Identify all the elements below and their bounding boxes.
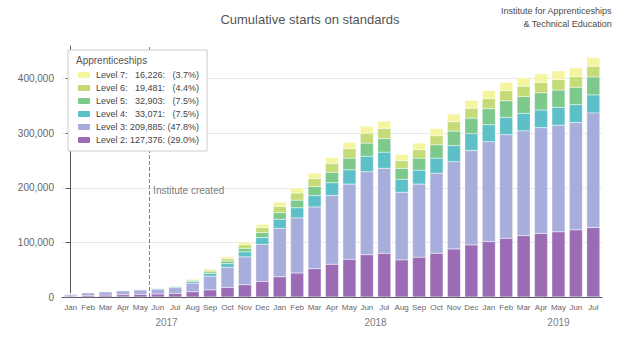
svg-text:Jul: Jul [170,303,180,312]
svg-text:200,000: 200,000 [18,182,55,193]
svg-text:Level 5: 32,903: (7.5%): Level 5: 32,903: (7.5%) [96,96,199,106]
svg-text:Level 4: 33,071: (7.5%): Level 4: 33,071: (7.5%) [96,109,199,119]
svg-text:Apr: Apr [117,303,130,312]
svg-text:0: 0 [48,292,54,303]
svg-text:Apr: Apr [535,303,548,312]
svg-text:Dec: Dec [255,303,269,312]
svg-text:May: May [342,303,357,312]
svg-text:Jul: Jul [588,303,598,312]
svg-text:Oct: Oct [221,303,234,312]
svg-text:Jan: Jan [64,303,77,312]
svg-text:Institute created: Institute created [153,185,224,196]
svg-text:2017: 2017 [155,317,178,328]
svg-text:2019: 2019 [547,317,570,328]
svg-text:Feb: Feb [290,303,304,312]
svg-text:Level 6: 19,481: (4.4%): Level 6: 19,481: (4.4%) [96,83,199,93]
svg-text:Aug: Aug [395,303,409,312]
svg-text:Mar: Mar [517,303,531,312]
svg-text:400,000: 400,000 [18,73,55,84]
svg-text:Jan: Jan [273,303,286,312]
svg-text:Level 7: 16,226: (3.7%): Level 7: 16,226: (3.7%) [96,70,199,80]
svg-text:100,000: 100,000 [18,237,55,248]
svg-text:Level 2: 127,376: (29.0%): Level 2: 127,376: (29.0%) [96,135,199,145]
svg-text:Cumulative starts on standards: Cumulative starts on standards [220,12,400,27]
svg-text:Feb: Feb [499,303,513,312]
svg-text:Aug: Aug [186,303,200,312]
svg-text:Jul: Jul [379,303,389,312]
svg-text:2018: 2018 [364,317,387,328]
svg-text:Mar: Mar [99,303,113,312]
svg-text:Feb: Feb [81,303,95,312]
svg-text:300,000: 300,000 [18,128,55,139]
svg-text:Level 3: 209,885: (47.8%): Level 3: 209,885: (47.8%) [96,122,199,132]
svg-text:Nov: Nov [238,303,252,312]
svg-text:Jun: Jun [151,303,164,312]
svg-text:Apprenticeships: Apprenticeships [76,55,147,66]
svg-text:Institute for Apprenticeships: Institute for Apprenticeships [501,6,612,16]
svg-text:Apr: Apr [326,303,339,312]
svg-text:Sep: Sep [203,303,218,312]
svg-text:Oct: Oct [430,303,443,312]
svg-text:Sep: Sep [412,303,427,312]
svg-text:Jan: Jan [482,303,495,312]
svg-text:& Technical Education: & Technical Education [523,19,611,29]
svg-text:Mar: Mar [308,303,322,312]
svg-text:May: May [133,303,148,312]
svg-text:May: May [551,303,566,312]
svg-text:Dec: Dec [464,303,478,312]
svg-text:Jun: Jun [569,303,582,312]
svg-text:Nov: Nov [447,303,461,312]
svg-text:Jun: Jun [360,303,373,312]
